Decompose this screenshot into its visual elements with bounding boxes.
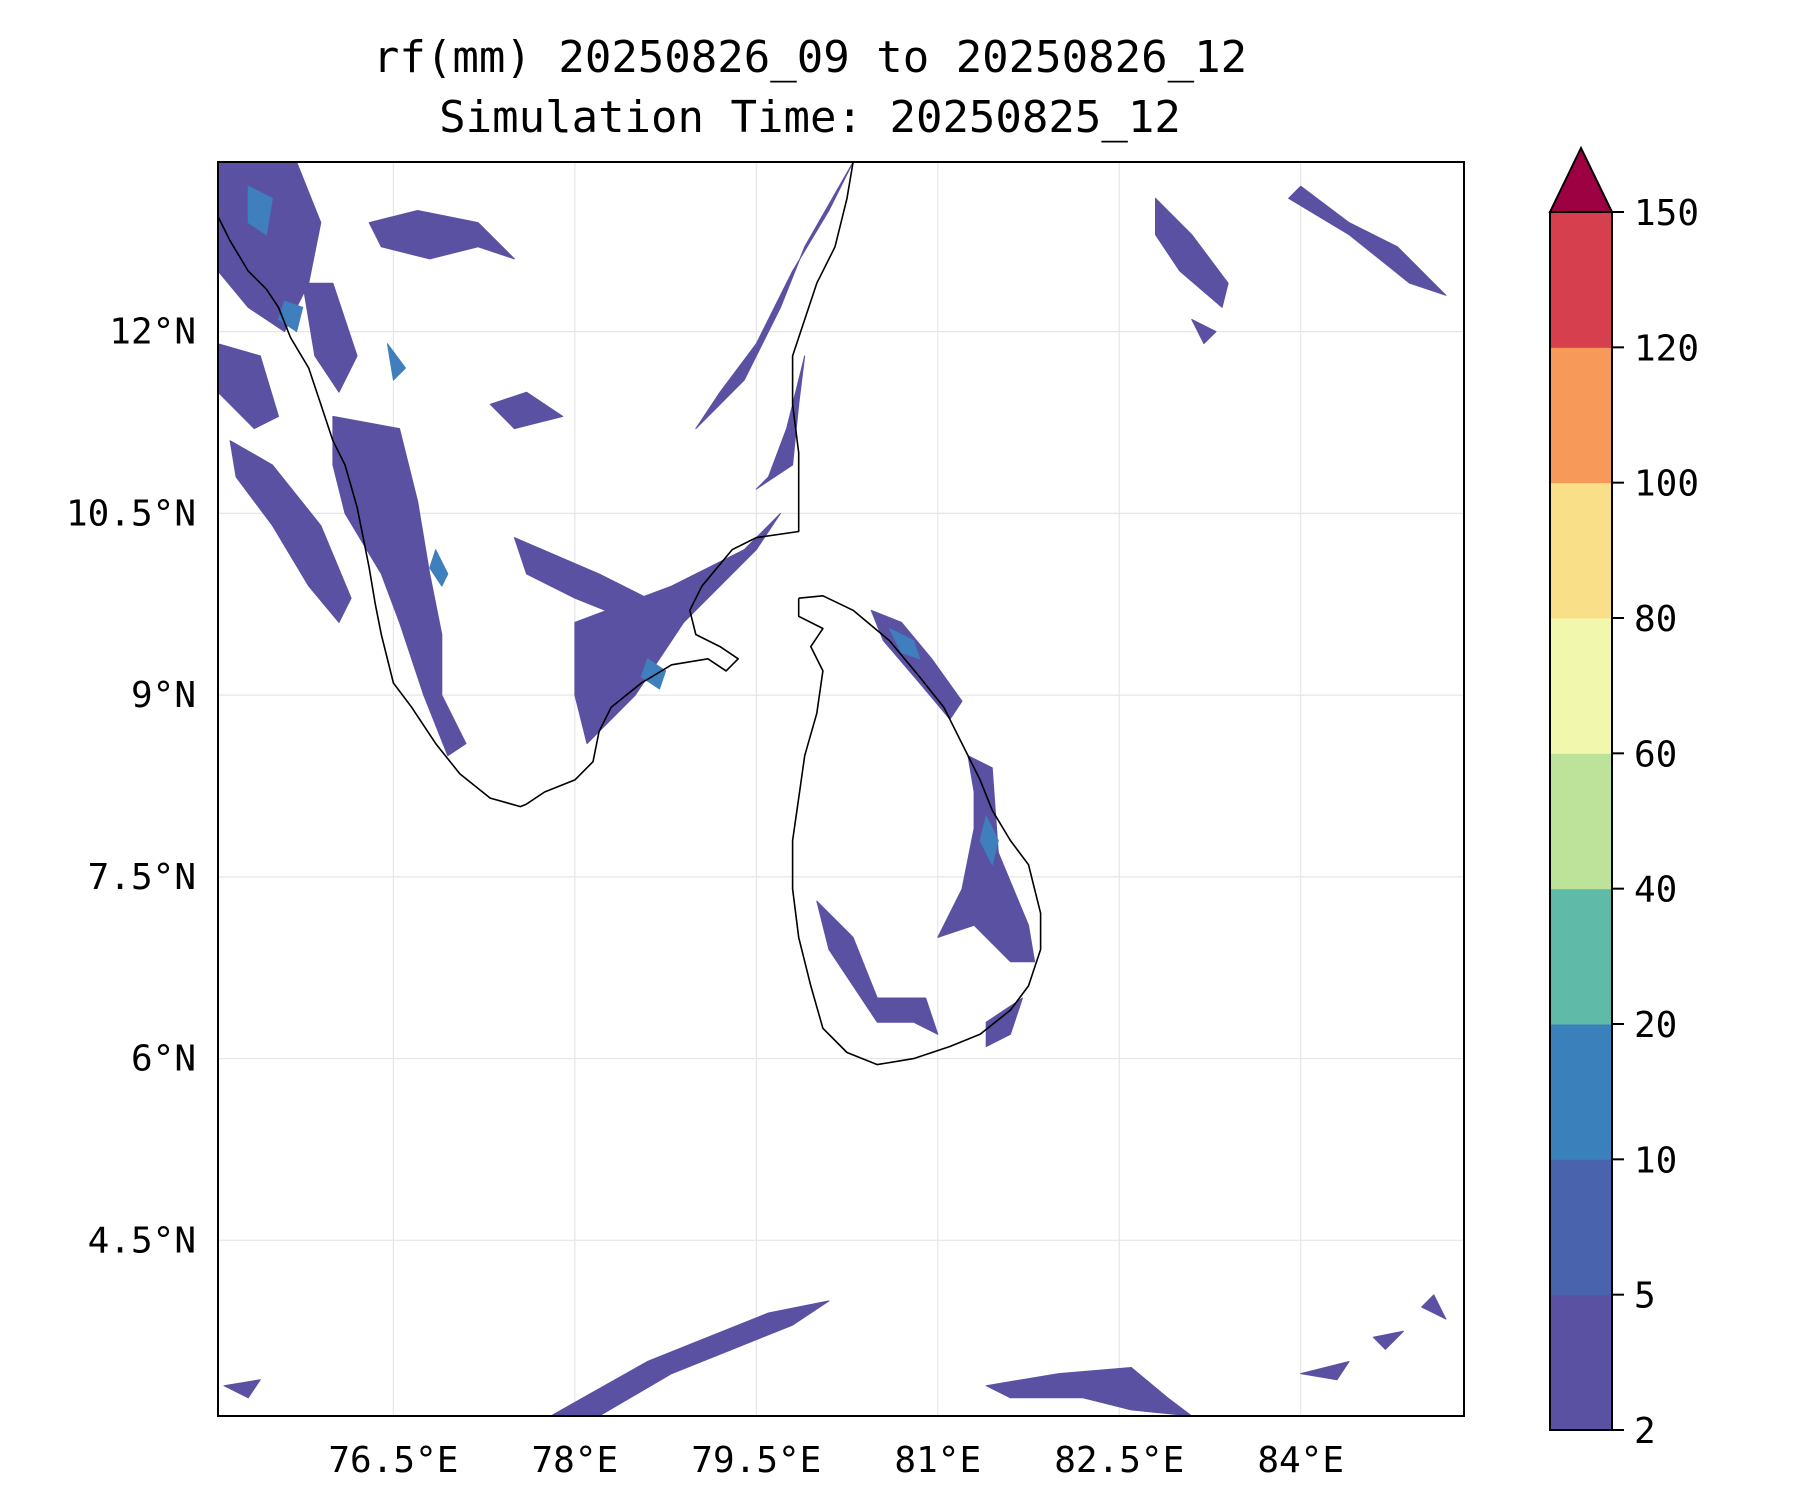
- y-tick-label: 7.5°N: [88, 857, 196, 898]
- rainfall-area: [640, 658, 667, 690]
- gridlines: [218, 162, 1464, 1416]
- title-line-2: Simulation Time: 20250825_12: [439, 92, 1181, 143]
- coastlines: [218, 162, 1042, 1066]
- x-tick-label: 79.5°E: [691, 1440, 821, 1481]
- rainfall-area: [218, 343, 279, 430]
- rainfall-area: [1300, 1361, 1350, 1381]
- colorbar-segment: [1550, 753, 1612, 890]
- x-tick-label: 78°E: [532, 1440, 619, 1481]
- colorbar-segment: [1550, 1159, 1612, 1296]
- colorbar-tick-label: 20: [1634, 1005, 1677, 1046]
- rainfall-area: [695, 162, 854, 430]
- y-axis-ticks: 12°N 10.5°N 9°N 7.5°N 6°N 4.5°N: [66, 312, 196, 1262]
- colorbar-segment: [1550, 347, 1612, 484]
- rainfall-area: [489, 391, 564, 430]
- colorbar-tick-label: 60: [1634, 734, 1677, 775]
- rainfall-area: [985, 1367, 1193, 1416]
- colorbar-tick-label: 150: [1634, 193, 1699, 234]
- rainfall-area: [302, 282, 358, 393]
- rainfall-area: [755, 355, 806, 490]
- colorbar-segment: [1550, 618, 1612, 754]
- coastline-india: [218, 162, 854, 808]
- colorbar-tick-label: 10: [1634, 1140, 1677, 1181]
- x-axis-ticks: 76.5°E 78°E 79.5°E 81°E 82.5°E 84°E: [328, 1440, 1344, 1481]
- rainfall-area: [229, 440, 352, 623]
- colorbar-frame: [1549, 211, 1613, 1431]
- rainfall-area: [979, 815, 999, 866]
- colorbar-segment: [1550, 888, 1612, 1025]
- y-tick-label: 6°N: [131, 1039, 196, 1080]
- map-title: rf(mm) 20250826_09 to 20250826_12 Simula…: [190, 28, 1430, 148]
- coastline-sri-lanka: [791, 594, 1042, 1066]
- x-tick-label: 84°E: [1257, 1440, 1344, 1481]
- colorbar-segment: [1550, 1024, 1612, 1160]
- colorbar-tick-label: 2: [1634, 1411, 1656, 1452]
- map-background: [218, 162, 1464, 1416]
- x-tick-label: 81°E: [894, 1440, 981, 1481]
- rainfall-area: [1191, 319, 1217, 345]
- rainfall-area: [1421, 1294, 1447, 1320]
- rainfall-area: [1372, 1330, 1404, 1350]
- rainfall-area: [223, 1379, 261, 1399]
- colorbar-segment: [1550, 482, 1612, 619]
- y-tick-label: 4.5°N: [88, 1220, 196, 1261]
- y-tick-label: 9°N: [131, 675, 196, 716]
- title-line-1: rf(mm) 20250826_09 to 20250826_12: [372, 32, 1248, 83]
- rainfall-area: [550, 1300, 830, 1416]
- rainfall-area: [429, 549, 449, 587]
- colorbar-tick-label: 100: [1634, 464, 1699, 505]
- colorbar-extend-arrow: [1548, 145, 1614, 213]
- colorbar-tick-label: 120: [1634, 328, 1699, 369]
- colorbar: 2 5 10 20 40 60 80 100 120 150: [1548, 145, 1699, 1452]
- colorbar-tick-label: 5: [1634, 1276, 1656, 1317]
- rainfall-area: [386, 343, 406, 381]
- rainfall-area: [247, 185, 273, 236]
- y-tick-label: 10.5°N: [66, 493, 196, 534]
- y-tick-label: 12°N: [109, 312, 196, 353]
- plot-frame: [217, 161, 1465, 1417]
- rainfall-area: [816, 900, 939, 1035]
- rainfall-area: [985, 997, 1023, 1047]
- rainfall-area: [332, 415, 467, 757]
- colorbar-segment: [1550, 212, 1612, 348]
- x-tick-label: 82.5°E: [1054, 1440, 1184, 1481]
- rainfall-area: [1288, 185, 1447, 296]
- colorbar-tick-label: 40: [1634, 870, 1677, 911]
- rainfall-area: [368, 210, 515, 260]
- x-tick-label: 76.5°E: [328, 1440, 458, 1481]
- rainfall-area: [574, 512, 781, 745]
- colorbar-segment: [1550, 1294, 1612, 1431]
- rainfall-area: [1155, 197, 1229, 308]
- rainfall-area: [888, 628, 921, 660]
- colorbar-tick-label: 80: [1634, 599, 1677, 640]
- rainfall-contours: [218, 162, 1447, 1416]
